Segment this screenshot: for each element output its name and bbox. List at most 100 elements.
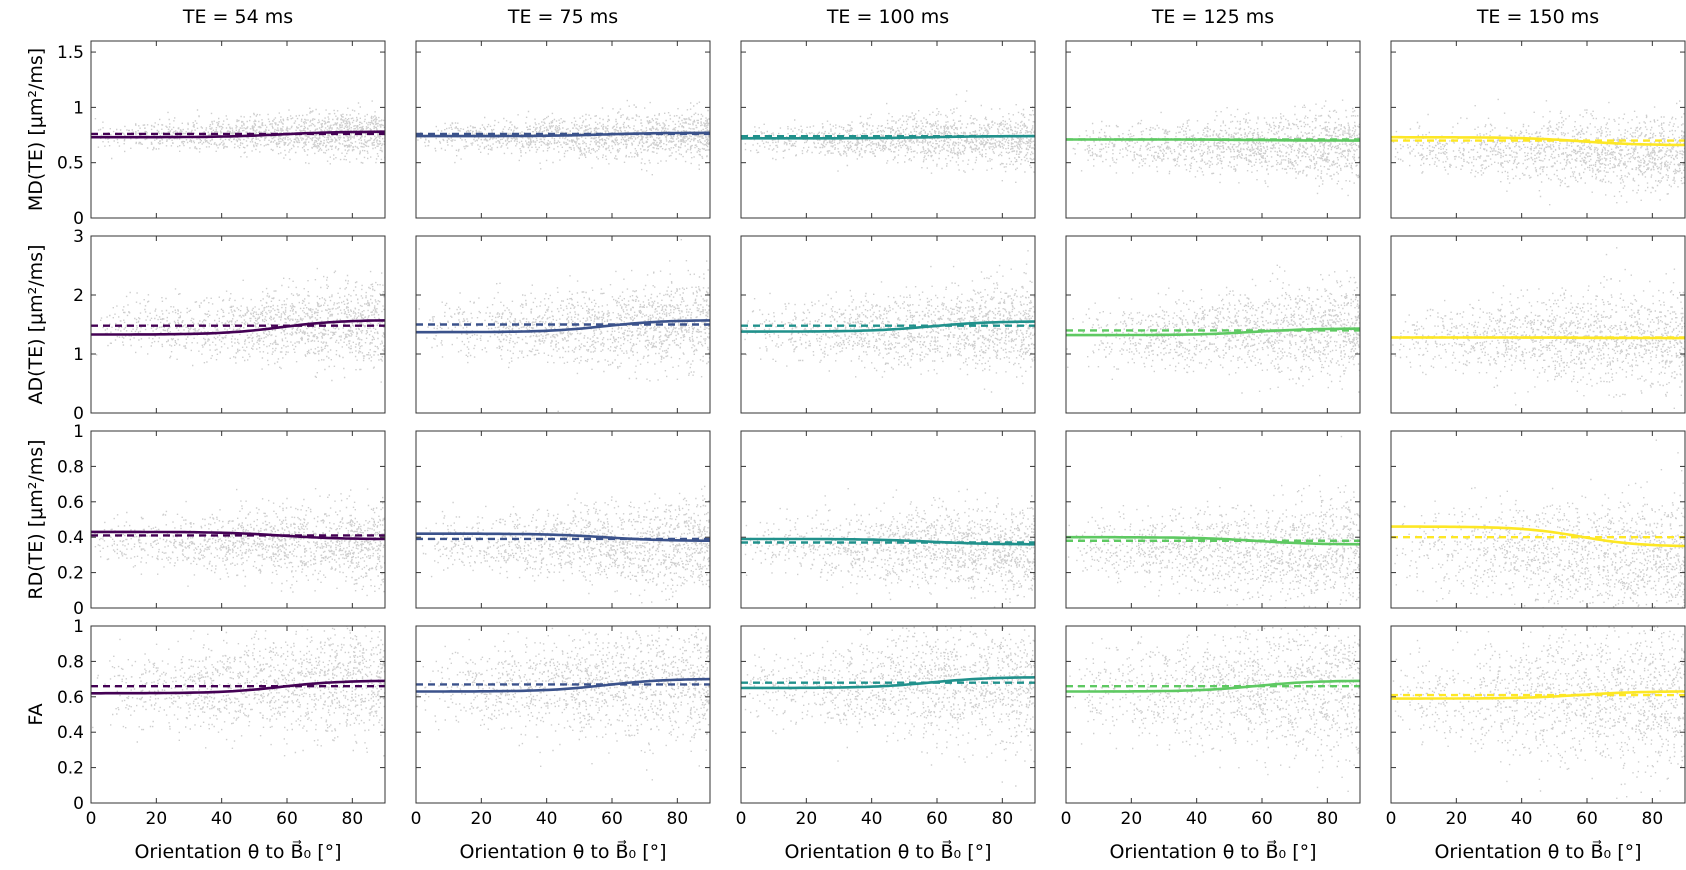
panel-frame [1065,235,1361,414]
x-tick-label: 60 [1251,809,1273,829]
panel [415,40,711,219]
y-tick-label: 0 [73,404,84,424]
y-axis-title: FA [25,703,47,725]
column-title: TE = 125 ms [1151,6,1274,28]
scatter-point-cloud [744,488,1035,608]
x-tick-label: 60 [926,809,948,829]
solid-fit-line [741,134,1035,140]
solid-fit-line [741,676,1035,690]
x-axis-title: Orientation θ to B⃗₀ [°] [1109,840,1316,863]
scatter-points [1069,626,1360,792]
solid-fit-line [1066,535,1360,546]
panel-frame [415,235,711,414]
panel-frame [90,235,386,414]
solid-fit-line [741,320,1035,333]
panel-frame [740,40,1036,219]
x-tick-label: 60 [276,809,298,829]
scatter-points [1066,264,1360,394]
scatter-points [94,100,385,165]
x-tick-label: 0 [86,809,97,829]
panel-frame [415,625,711,804]
panel [1390,40,1686,219]
y-tick-label: 0.8 [57,457,84,477]
x-tick-label: 0 [1061,809,1072,829]
panel [740,430,1036,609]
y-tick-label: 0.6 [57,688,84,708]
y-tick-label: 0 [73,794,84,814]
panel-frame [90,430,386,609]
scatter-points [1392,247,1685,412]
solid-fit-line [416,532,710,542]
x-tick-label: 80 [1317,809,1339,829]
solid-fit-line [91,679,385,695]
y-tick-label: 0.4 [57,528,84,548]
x-axis-title: Orientation θ to B⃗₀ [°] [1434,840,1641,863]
solid-fit-line [741,537,1035,546]
panel [740,40,1036,219]
x-tick-label: 20 [471,809,493,829]
solid-fit-line [1391,336,1685,340]
x-tick-label: 0 [411,809,422,829]
scatter-point-cloud [94,488,385,597]
x-tick-label: 40 [211,809,233,829]
scatter-point-cloud [92,267,385,383]
scatter-points [416,626,710,781]
y-axis-title: AD(TE) [μm²/ms] [25,245,47,405]
x-tick-label: 20 [796,809,818,829]
scatter-point-cloud [1069,99,1360,197]
y-tick-label: 1 [73,617,84,637]
column-title: TE = 75 ms [507,6,618,28]
x-tick-label: 60 [601,809,623,829]
y-tick-label: 0.5 [57,154,84,174]
row-titles: MD(TE) [μm²/ms] AD(TE) [μm²/ms] RD(TE) [μm… [25,48,47,726]
scatter-points [91,626,385,757]
scatter-point-cloud [741,250,1035,393]
y-tick-label: 2 [73,286,84,306]
panel-frame [415,430,711,609]
panel: 0 0.5 1 1.5 [57,40,386,229]
y-axis-title: MD(TE) [μm²/ms] [25,48,47,211]
y-tick-label: 0.8 [57,652,84,672]
panel [415,430,711,609]
x-tick-label: 80 [1642,809,1664,829]
y-tick-label: 0.2 [57,564,84,584]
panel: 0 1 2 3 [73,227,386,424]
scatter-points [1069,99,1360,197]
scatter-point-cloud [417,485,710,604]
y-tick-label: 0.2 [57,759,84,779]
panel-frame [740,235,1036,414]
y-tick-label: 0.4 [57,723,84,743]
solid-fit-line [416,319,710,334]
solid-fit-line [416,131,710,138]
y-tick-label: 0 [73,209,84,229]
scatter-point-cloud [1392,98,1685,206]
column-titles: TE = 54 ms TE = 75 ms TE = 100 ms TE = 125 … [182,6,1599,28]
panel [1390,430,1686,609]
scatter-point-cloud [1392,247,1685,412]
solid-fit-line [1066,327,1360,337]
y-tick-label: 1.5 [57,43,84,63]
panel-frame [740,625,1036,804]
panel: 0 0.2 0.4 0.6 0.8 1 [57,422,386,619]
y-tick-label: 1 [73,345,84,365]
scatter-point-cloud [91,626,385,757]
x-tick-label: 0 [1386,809,1397,829]
x-tick-label: 80 [342,809,364,829]
scatter-point-cloud [94,100,385,165]
x-tick-label: 40 [1511,809,1533,829]
x-tick-label: 80 [667,809,689,829]
scatter-point-cloud [417,99,710,176]
column-title: TE = 100 ms [826,6,949,28]
x-tick-label: 0 [736,809,747,829]
scatter-points [1392,98,1685,206]
solid-fit-line [1066,679,1360,693]
panel [1390,235,1686,414]
panel-frame [740,430,1036,609]
scatter-points [417,485,710,604]
